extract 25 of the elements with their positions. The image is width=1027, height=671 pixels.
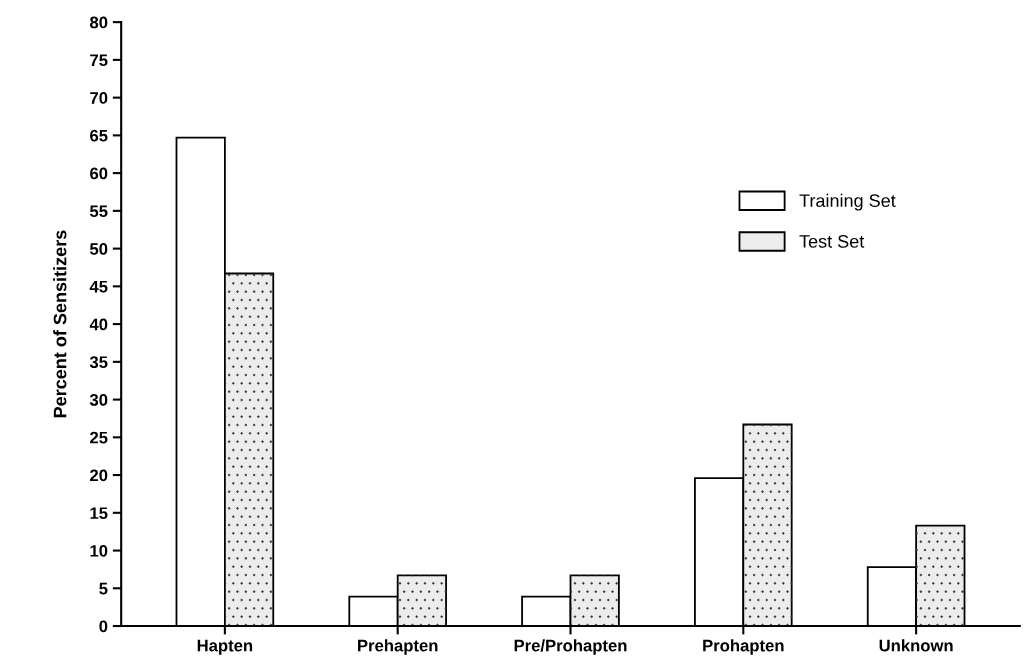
y-tick-label: 55 — [89, 205, 108, 218]
x-tick-label: Prohapten — [703, 639, 784, 655]
y-axis-title: Percent of Sensitizers — [53, 230, 67, 418]
x-tick-label: Unknown — [879, 639, 953, 652]
legend-label: Test Set — [799, 235, 865, 248]
y-tick-label: 15 — [90, 507, 108, 520]
x-tick-label: Pre/Prohapten — [514, 639, 627, 655]
y-tick-label: 45 — [89, 280, 108, 293]
y-tick-label: 70 — [90, 92, 108, 104]
y-tick-label: 5 — [99, 582, 108, 595]
x-tick-label: Hapten — [197, 639, 253, 655]
y-tick-label: 40 — [89, 318, 108, 331]
legend-label: Training Set — [799, 193, 896, 211]
x-tick-label: Prehapten — [358, 639, 438, 655]
y-tick-label: 75 — [90, 54, 108, 67]
y-tick-label: 25 — [90, 431, 108, 444]
y-tick-label: 20 — [90, 469, 108, 482]
y-tick-label: 10 — [90, 544, 108, 557]
y-tick-label: 80 — [89, 16, 108, 29]
y-tick-label: 50 — [89, 243, 108, 255]
y-tick-label: 35 — [89, 356, 108, 369]
y-tick-label: 60 — [90, 167, 108, 180]
y-tick-label: 30 — [89, 393, 108, 406]
y-tick-label: 0 — [99, 620, 108, 633]
y-tick-label: 65 — [90, 129, 108, 142]
